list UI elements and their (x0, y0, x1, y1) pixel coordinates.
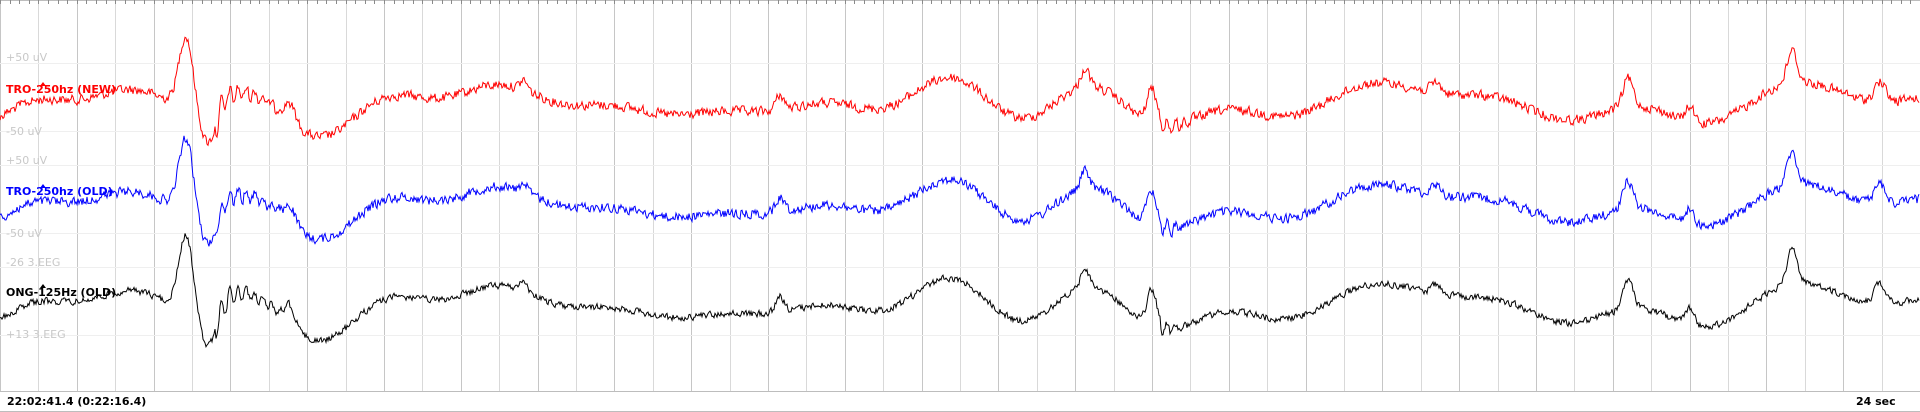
timestamp-label: 22:02:41.4 (0:22:16.4) (7, 395, 147, 408)
scale-marker-2 (40, 184, 46, 188)
trace-3 (0, 233, 1920, 348)
traces (0, 36, 1920, 348)
channel-label-tro-old[interactable]: TRO-250hz (OLD) (6, 185, 113, 198)
channel-label-tro-new[interactable]: TRO-250hz (NEW) (6, 83, 117, 96)
scale-top-label-1: +50 uV (6, 51, 48, 64)
top-ruler-ticks (0, 0, 1911, 4)
scale-bottom-label-2: -50 uV (6, 227, 42, 240)
scale-top-label-2: +50 uV (6, 154, 48, 167)
channel-label-ong-old[interactable]: ONG-125Hz (OLD) (6, 286, 117, 299)
scale-marker-1 (40, 82, 46, 86)
scale-marker-3 (40, 284, 46, 288)
trace-2 (0, 135, 1920, 247)
scale-bottom-label-3: +13 3.EEG (6, 328, 66, 341)
scale-bottom-label-1: -50 uV (6, 125, 42, 138)
duration-label: 24 sec (1856, 395, 1896, 408)
scale-top-label-3: -26 3.EEG (6, 256, 61, 269)
trace-1 (0, 36, 1920, 147)
